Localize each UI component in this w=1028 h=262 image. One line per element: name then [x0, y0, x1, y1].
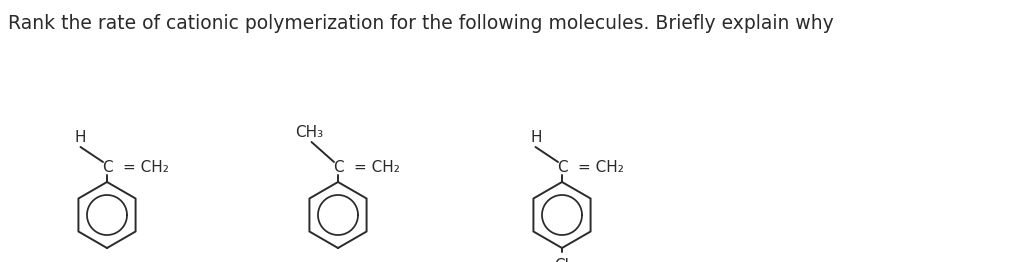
- Text: H: H: [75, 130, 86, 145]
- Text: = CH₂: = CH₂: [354, 161, 400, 176]
- Text: C: C: [333, 161, 343, 176]
- Text: C: C: [557, 161, 567, 176]
- Text: = CH₂: = CH₂: [123, 161, 169, 176]
- Text: Rank the rate of cationic polymerization for the following molecules. Briefly ex: Rank the rate of cationic polymerization…: [8, 14, 834, 33]
- Text: = CH₂: = CH₂: [578, 161, 624, 176]
- Text: CH₃: CH₃: [295, 125, 323, 140]
- Text: H: H: [530, 130, 542, 145]
- Text: C: C: [102, 161, 112, 176]
- Text: Cl: Cl: [554, 258, 570, 262]
